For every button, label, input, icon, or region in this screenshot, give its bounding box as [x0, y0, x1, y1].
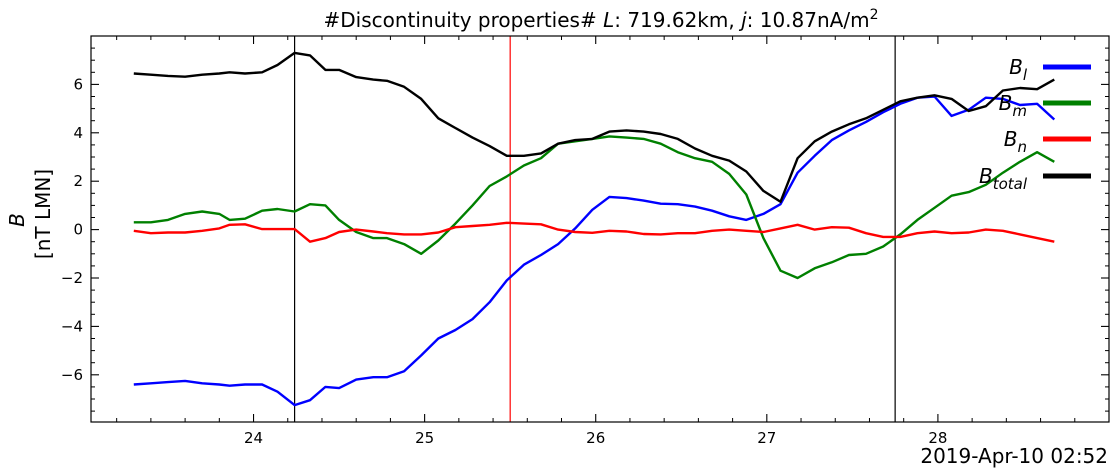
event-markers	[294, 36, 896, 422]
series-lines	[133, 51, 1056, 407]
y-tick-label: 0	[73, 221, 83, 239]
legend-label: Btotal	[979, 164, 1028, 193]
y-tick-label: 6	[73, 75, 83, 93]
x-tick-label: 28	[928, 429, 947, 447]
legend-label: Bm	[999, 91, 1027, 120]
axis-ticks	[91, 36, 1109, 422]
y-tick-label: −4	[61, 317, 83, 335]
plot-frame	[90, 35, 1110, 423]
series-line-b-total	[133, 51, 1055, 204]
series-line-b-l	[133, 95, 1056, 407]
legend-entry-b-n: Bn	[1004, 127, 1091, 156]
x-axis-datetime: 2019-Apr-10 02:52	[920, 444, 1108, 468]
series-line-b-n	[133, 221, 1055, 243]
y-axis-symbol: B	[5, 213, 29, 227]
x-tick-label: 27	[757, 429, 776, 447]
x-tick-label: 24	[244, 429, 263, 447]
y-axis-label: B [nT LMN]	[5, 169, 55, 259]
x-tick-label: 25	[415, 429, 434, 447]
y-tick-label: 2	[73, 172, 83, 190]
legend-entry-b-total: Btotal	[979, 164, 1091, 193]
x-tick-label: 26	[586, 429, 605, 447]
y-tick-label: −6	[61, 366, 83, 384]
legend: Bl Bm Bn Btotal	[979, 55, 1091, 193]
legend-entry-b-l: Bl	[1009, 55, 1091, 84]
legend-label: Bl	[1009, 55, 1028, 84]
y-tick-label: −2	[61, 269, 83, 287]
y-tick-label: 4	[73, 124, 83, 142]
legend-label: Bn	[1004, 127, 1027, 156]
chart-title: #Discontinuity properties# L: 719.62km, …	[324, 7, 879, 32]
y-axis-unit: [nT LMN]	[31, 169, 55, 259]
legend-entry-b-m: Bm	[999, 91, 1091, 120]
